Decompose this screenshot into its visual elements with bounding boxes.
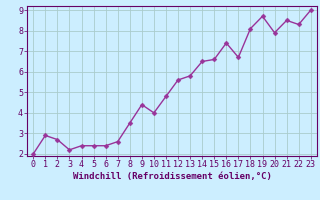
X-axis label: Windchill (Refroidissement éolien,°C): Windchill (Refroidissement éolien,°C)	[73, 172, 271, 181]
